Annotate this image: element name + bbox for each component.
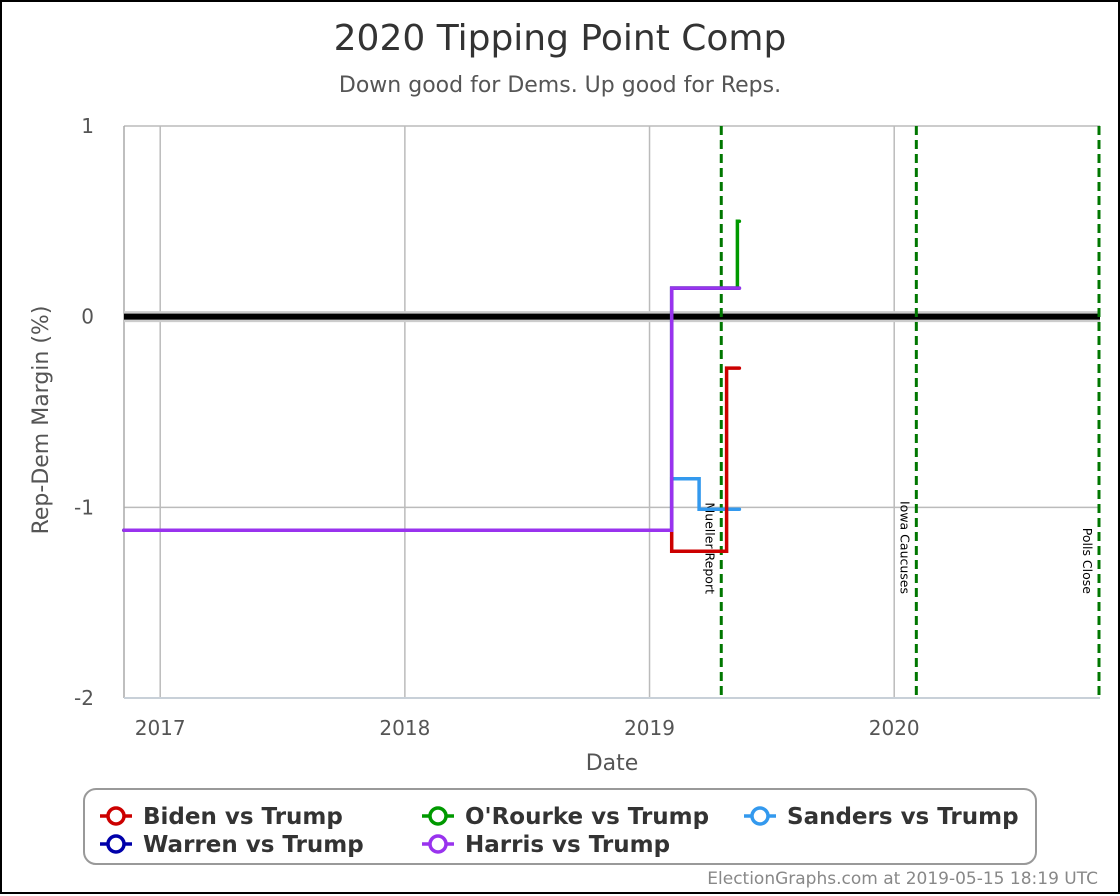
legend: Biden vs Trump O'Rourke vs Trump Sanders v… — [83, 788, 1037, 865]
y-tick-label: -1 — [74, 495, 94, 519]
event-label-backdrop — [897, 590, 912, 696]
series-line-harris — [122, 286, 742, 532]
event-markers: Mueller Report Iowa Caucuses Polls Close — [702, 126, 1101, 698]
legend-swatch-marker — [428, 806, 448, 826]
data-series — [122, 219, 742, 553]
series-line-biden — [122, 366, 742, 553]
event-label: Iowa Caucuses — [897, 501, 912, 594]
legend-swatch-marker — [428, 834, 448, 854]
y-tick-label: -2 — [74, 686, 94, 710]
chart-title: 2020 Tipping Point Comp — [334, 18, 787, 59]
legend-swatch-marker — [106, 806, 126, 826]
chart-subtitle: Down good for Dems. Up good for Reps. — [339, 73, 781, 98]
legend-entries: Biden vs Trump O'Rourke vs Trump Sanders v… — [100, 804, 1019, 858]
grid-lines — [123, 125, 1100, 699]
event-label: Polls Close — [1080, 528, 1095, 595]
event-label-backdrop — [702, 590, 717, 696]
legend-label: Warren vs Trump — [143, 832, 364, 858]
y-axis-label: Rep-Dem Margin (%) — [29, 306, 54, 535]
series-line-orourke — [122, 219, 742, 532]
legend-label: Biden vs Trump — [143, 804, 343, 830]
series-line-warren — [122, 286, 742, 532]
y-tick-label: 1 — [81, 114, 94, 138]
x-tick-label: 2018 — [379, 716, 430, 740]
axis-ticks: 2017 2018 2019 2020 1 0 -1 -2 — [74, 114, 920, 740]
event-label-backdrop — [1080, 590, 1094, 696]
legend-box — [83, 788, 1037, 865]
x-tick-label: 2017 — [135, 716, 186, 740]
x-tick-label: 2019 — [624, 716, 675, 740]
legend-swatch-marker — [750, 806, 770, 826]
legend-swatch-marker — [106, 834, 126, 854]
series-line-sanders — [122, 476, 742, 532]
legend-label: O'Rourke vs Trump — [465, 804, 709, 830]
x-axis-label: Date — [586, 751, 639, 776]
footer-credit: ElectionGraphs.com at 2019-05-15 18:19 U… — [707, 869, 1098, 889]
legend-label: Harris vs Trump — [465, 832, 670, 858]
x-tick-label: 2020 — [869, 716, 920, 740]
event-label: Mueller Report — [702, 502, 717, 594]
legend-label: Sanders vs Trump — [787, 804, 1019, 830]
y-tick-label: 0 — [81, 305, 94, 329]
